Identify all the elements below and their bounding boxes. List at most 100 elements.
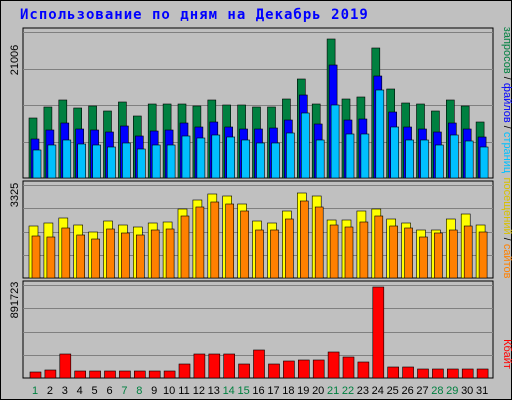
bar-visits-sites-1-day-12 xyxy=(195,206,205,279)
x-label-day-2: 2 xyxy=(47,385,53,397)
x-label-day-3: 3 xyxy=(62,385,68,397)
x-label-day-18: 18 xyxy=(282,385,294,397)
x-label-day-23: 23 xyxy=(357,385,369,397)
legend-middle: посещений / сайтов xyxy=(501,178,512,279)
x-label-day-11: 11 xyxy=(178,385,189,397)
x-label-day-26: 26 xyxy=(401,385,413,397)
bar-kbytes-0-day-19 xyxy=(297,359,310,379)
bar-visits-sites-1-day-23 xyxy=(359,221,369,279)
bar-visits-sites-1-day-22 xyxy=(344,226,354,279)
x-axis-day-labels: 1 2 3 4 5 6 7 8 9 10 11 12 13 14 15 16 17 18 19 20 21 22 23 24 2… xyxy=(32,385,488,397)
bar-kbytes-0-day-7 xyxy=(119,370,131,379)
bar-hits-files-pages-2-day-26 xyxy=(405,139,414,179)
legend-files: файлов xyxy=(501,83,512,123)
x-label-day-24: 24 xyxy=(372,385,384,397)
bar-visits-sites-1-day-3 xyxy=(61,227,71,279)
x-label-day-1: 1 xyxy=(32,385,38,397)
bar-kbytes-0-day-23 xyxy=(357,361,370,379)
bar-hits-files-pages-2-day-14 xyxy=(226,136,235,179)
x-label-day-22: 22 xyxy=(342,385,354,397)
x-label-day-9: 9 xyxy=(151,385,157,397)
ymax-label-middle: 3325 xyxy=(9,183,21,207)
bar-visits-sites-1-day-21 xyxy=(329,224,339,279)
bar-visits-sites-1-day-8 xyxy=(136,234,145,279)
x-label-day-20: 20 xyxy=(312,385,324,397)
bar-visits-sites-1-day-29 xyxy=(448,229,458,279)
bar-hits-files-pages-2-day-2 xyxy=(47,144,57,179)
bar-kbytes-0-day-25 xyxy=(387,366,400,379)
bar-kbytes-0-day-22 xyxy=(342,356,355,379)
bar-kbytes-0-day-13 xyxy=(208,353,221,379)
bar-visits-sites-1-day-30 xyxy=(463,225,473,279)
bar-kbytes-0-day-14 xyxy=(223,353,235,379)
bar-kbytes-0-day-1 xyxy=(29,371,42,379)
bar-hits-files-pages-2-day-4 xyxy=(77,143,86,179)
bar-visits-sites-1-day-5 xyxy=(91,238,100,279)
bar-visits-sites-1-day-13 xyxy=(210,201,220,279)
x-label-day-16: 16 xyxy=(252,385,264,397)
bar-hits-files-pages-2-day-8 xyxy=(137,148,146,179)
bar-hits-files-pages-2-day-28 xyxy=(435,144,444,179)
bar-kbytes-0-day-30 xyxy=(461,368,474,379)
ymax-label-bottom: 891723 xyxy=(9,282,21,319)
bar-hits-files-pages-2-day-22 xyxy=(345,133,355,179)
x-label-day-29: 29 xyxy=(446,385,458,397)
bar-hits-files-pages-2-day-15 xyxy=(241,139,250,179)
bar-kbytes-0-day-27 xyxy=(417,368,429,379)
legend-kbytes: Кбайт xyxy=(501,339,512,369)
bar-kbytes-0-day-3 xyxy=(59,353,72,379)
bar-visits-sites-1-day-19 xyxy=(299,200,309,279)
x-label-day-31: 31 xyxy=(476,385,488,397)
chart-bars xyxy=(28,38,489,379)
bar-visits-sites-1-day-1 xyxy=(31,235,41,279)
bar-kbytes-0-day-5 xyxy=(89,370,101,379)
bar-visits-sites-1-day-15 xyxy=(240,210,249,279)
bar-kbytes-0-day-8 xyxy=(134,370,146,379)
bar-hits-files-pages-2-day-12 xyxy=(196,137,206,179)
bar-hits-files-pages-2-day-10 xyxy=(166,144,176,179)
x-label-day-6: 6 xyxy=(106,385,112,397)
bar-hits-files-pages-2-day-29 xyxy=(449,134,459,179)
bar-visits-sites-1-day-18 xyxy=(285,218,294,279)
legend-sep-1: / xyxy=(501,74,512,83)
bar-visits-sites-1-day-28 xyxy=(434,232,443,279)
bar-hits-files-pages-2-day-21 xyxy=(330,104,340,179)
x-label-day-25: 25 xyxy=(387,385,399,397)
bar-kbytes-0-day-28 xyxy=(432,368,444,379)
bar-kbytes-0-day-29 xyxy=(446,368,459,379)
chart-panels xyxy=(22,27,494,379)
bar-visits-sites-1-day-25 xyxy=(389,225,399,279)
x-label-day-8: 8 xyxy=(136,385,142,397)
bar-kbytes-0-day-31 xyxy=(476,368,489,379)
bar-visits-sites-1-day-16 xyxy=(255,229,264,279)
bar-kbytes-0-day-12 xyxy=(193,353,206,379)
x-label-day-13: 13 xyxy=(208,385,220,397)
bar-visits-sites-1-day-24 xyxy=(374,215,384,279)
x-label-day-28: 28 xyxy=(431,385,443,397)
bar-kbytes-0-day-2 xyxy=(44,369,57,379)
bar-kbytes-0-day-9 xyxy=(148,370,161,379)
bar-hits-files-pages-2-day-25 xyxy=(390,126,400,179)
bar-kbytes-0-day-10 xyxy=(163,370,176,379)
legend-visits: посещений xyxy=(501,178,512,235)
bar-kbytes-0-day-21 xyxy=(327,351,340,379)
bar-hits-files-pages-2-day-3 xyxy=(62,139,72,179)
bar-hits-files-pages-2-day-13 xyxy=(211,134,221,179)
bar-hits-files-pages-2-day-7 xyxy=(122,142,131,179)
x-label-day-19: 19 xyxy=(297,385,309,397)
bar-hits-files-pages-2-day-19 xyxy=(300,112,310,179)
bar-kbytes-0-day-15 xyxy=(238,363,250,379)
x-label-day-21: 21 xyxy=(327,385,339,397)
bar-visits-sites-1-day-26 xyxy=(404,227,413,279)
x-label-day-12: 12 xyxy=(193,385,205,397)
x-label-day-10: 10 xyxy=(163,385,175,397)
bar-visits-sites-1-day-31 xyxy=(478,231,488,279)
bar-hits-files-pages-2-day-18 xyxy=(286,132,295,179)
bar-hits-files-pages-2-day-16 xyxy=(256,142,265,179)
bar-visits-sites-1-day-7 xyxy=(121,232,130,279)
bar-kbytes-0-day-20 xyxy=(312,359,325,379)
legend-hits: запросов xyxy=(501,27,512,74)
ymax-label-top: 21006 xyxy=(9,45,21,76)
bar-kbytes-0-day-24 xyxy=(372,286,385,379)
